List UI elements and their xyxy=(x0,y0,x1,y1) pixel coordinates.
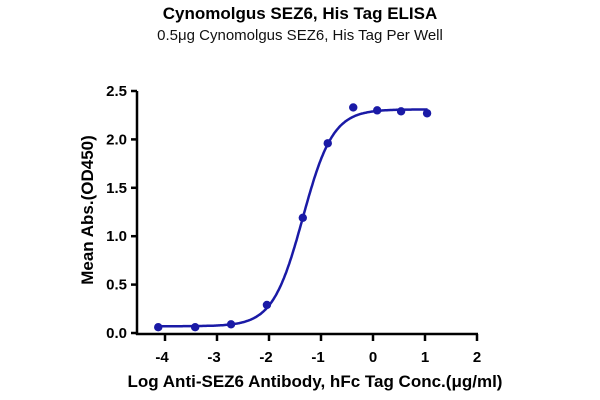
svg-text:0.0: 0.0 xyxy=(106,325,127,342)
svg-text:2: 2 xyxy=(473,349,481,366)
data-point xyxy=(422,109,432,118)
chart-subtitle: 0.5μg Cynomolgus SEZ6, His Tag Per Well xyxy=(157,27,443,44)
svg-text:1: 1 xyxy=(421,349,429,366)
data-point xyxy=(154,322,163,332)
svg-text:1.5: 1.5 xyxy=(106,180,127,197)
data-point xyxy=(372,106,382,115)
svg-text:-4: -4 xyxy=(155,349,169,366)
data-point xyxy=(349,103,358,112)
svg-text:-2: -2 xyxy=(259,349,272,366)
svg-text:-3: -3 xyxy=(207,349,220,366)
data-point xyxy=(323,139,332,148)
x-ticks: -4 -3 -2 -1 0 1 2 xyxy=(155,334,481,366)
data-point xyxy=(190,322,200,332)
data-point xyxy=(262,300,272,310)
x-axis-label: Log Anti-SEZ6 Antibody, hFc Tag Conc.(μg… xyxy=(127,372,503,391)
svg-text:0: 0 xyxy=(369,349,377,366)
y-axis-label: Mean Abs.(OD450) xyxy=(78,135,97,285)
data-point xyxy=(298,213,307,223)
svg-text:0.5: 0.5 xyxy=(106,277,127,294)
y-ticks: 0.0 0.5 1.0 1.5 2.0 2.5 xyxy=(106,83,137,342)
data-points xyxy=(154,103,432,332)
svg-text:2.5: 2.5 xyxy=(106,83,127,100)
svg-text:-1: -1 xyxy=(311,349,324,366)
data-point xyxy=(226,320,236,329)
svg-text:1.0: 1.0 xyxy=(106,228,127,245)
chart-title: Cynomolgus SEZ6, His Tag ELISA xyxy=(162,4,438,23)
svg-text:2.0: 2.0 xyxy=(106,131,127,148)
data-point xyxy=(396,107,406,116)
fit-curve xyxy=(157,108,428,328)
